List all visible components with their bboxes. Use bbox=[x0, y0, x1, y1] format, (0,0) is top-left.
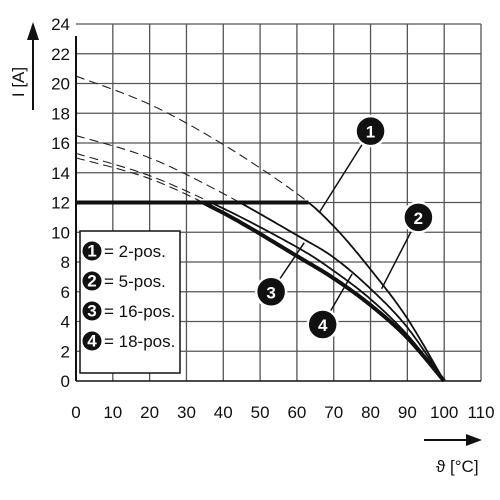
x-tick-label: 110 bbox=[467, 403, 494, 422]
legend: 1 = 2-pos. 2 = 5-pos. 3 = 16-pos. 4 = 18-pos. bbox=[79, 230, 181, 374]
legend-marker bbox=[82, 271, 102, 291]
legend-marker-number: 1 bbox=[87, 242, 96, 261]
y-tick-label: 18 bbox=[51, 104, 70, 123]
callout-number-3: 3 bbox=[266, 283, 275, 302]
legend-marker bbox=[82, 301, 102, 321]
callout-marker-3 bbox=[254, 275, 288, 308]
x-tick-label: 80 bbox=[361, 403, 380, 422]
x-tick-label: 20 bbox=[140, 403, 159, 422]
series-line-4-extrapolated bbox=[75, 157, 204, 203]
series-line-1 bbox=[307, 201, 445, 382]
x-tick-label: 0 bbox=[71, 403, 80, 422]
y-tick-label: 2 bbox=[61, 342, 70, 361]
legend-label: = 18-pos. bbox=[104, 332, 175, 351]
y-tick-label: 4 bbox=[61, 313, 70, 332]
callout-marker-2 bbox=[402, 201, 435, 234]
series-line-3-extrapolated bbox=[75, 152, 212, 203]
x-tick-label: 50 bbox=[251, 403, 270, 422]
y-tick-label: 20 bbox=[51, 75, 70, 94]
series-line-4 bbox=[202, 200, 446, 383]
callout-marker-1 bbox=[354, 114, 387, 148]
y-tick-label: 6 bbox=[61, 283, 70, 302]
y-tick-label: 10 bbox=[51, 223, 70, 242]
y-tick-label: 24 bbox=[51, 15, 70, 34]
legend-marker-number: 4 bbox=[87, 332, 97, 351]
callout-number-4: 4 bbox=[318, 316, 328, 335]
y-tick-label: 16 bbox=[51, 134, 70, 153]
tick-labels: 0 10 20 30 40 50 60 70 80 90 100 110024681012141618… bbox=[51, 15, 494, 422]
legend-marker bbox=[82, 331, 102, 351]
y-tick-label: 12 bbox=[51, 194, 70, 213]
series-line-2 bbox=[239, 201, 445, 382]
x-tick-label: 60 bbox=[287, 403, 306, 422]
x-tick-label: 10 bbox=[103, 403, 122, 422]
legend-marker bbox=[82, 241, 102, 261]
series-line-1-extrapolated bbox=[75, 75, 309, 203]
callout-number-1: 1 bbox=[366, 123, 375, 142]
legend-marker-number: 3 bbox=[87, 302, 96, 321]
series-line-2-extrapolated bbox=[75, 135, 241, 203]
x-axis-arrow-icon bbox=[466, 434, 482, 446]
y-axis-label: I [A] bbox=[9, 67, 28, 97]
x-axis-label: ϑ [°C] bbox=[436, 457, 479, 476]
legend-marker-number: 2 bbox=[87, 272, 96, 291]
axes: I [A] ϑ [°C] bbox=[9, 22, 482, 476]
x-tick-label: 70 bbox=[324, 403, 343, 422]
legend-label: = 2-pos. bbox=[104, 242, 166, 261]
curve-markers: 1 2 3 4 bbox=[254, 114, 435, 341]
x-tick-label: 100 bbox=[430, 403, 458, 422]
legend-label: = 5-pos. bbox=[104, 272, 166, 291]
y-tick-label: 8 bbox=[61, 253, 70, 272]
x-tick-label: 30 bbox=[177, 403, 196, 422]
x-tick-label: 90 bbox=[398, 403, 417, 422]
callout-marker-4 bbox=[306, 308, 339, 341]
y-tick-label: 22 bbox=[51, 45, 70, 64]
legend-label: = 16-pos. bbox=[104, 302, 175, 321]
y-tick-label: 0 bbox=[61, 372, 70, 391]
y-tick-label: 14 bbox=[51, 164, 70, 183]
x-tick-label: 40 bbox=[214, 403, 233, 422]
y-axis-arrow-icon bbox=[27, 22, 39, 40]
callout-number-2: 2 bbox=[414, 209, 423, 228]
